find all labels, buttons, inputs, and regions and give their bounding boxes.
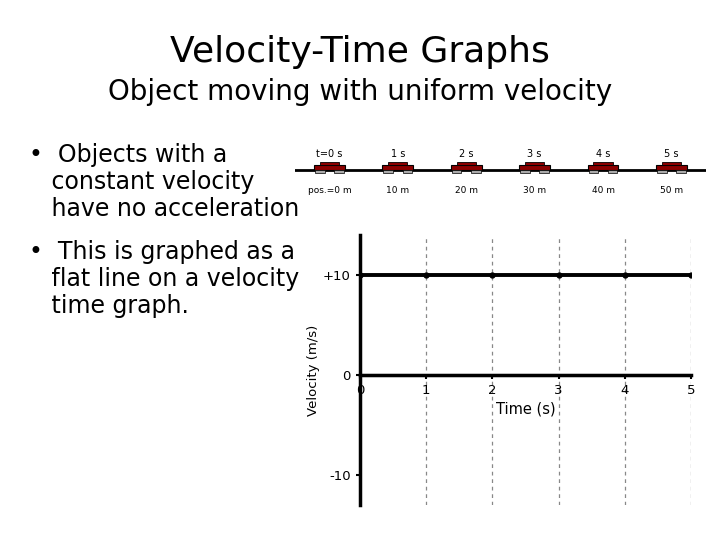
Bar — [608, 170, 617, 173]
Text: 1 s: 1 s — [391, 148, 405, 159]
Bar — [402, 170, 412, 173]
Text: 2 s: 2 s — [459, 148, 474, 159]
Bar — [334, 170, 343, 173]
Text: 4 s: 4 s — [596, 148, 610, 159]
Bar — [314, 165, 345, 170]
Bar — [593, 162, 613, 165]
Text: t=0 s: t=0 s — [316, 148, 343, 159]
Text: 3 s: 3 s — [528, 148, 541, 159]
Text: 50 m: 50 m — [660, 186, 683, 195]
Text: flat line on a velocity: flat line on a velocity — [29, 267, 299, 291]
Text: time graph.: time graph. — [29, 294, 189, 318]
Bar — [657, 170, 667, 173]
Bar — [388, 162, 408, 165]
Text: 5 s: 5 s — [664, 148, 679, 159]
Bar — [384, 170, 393, 173]
X-axis label: Time (s): Time (s) — [496, 401, 555, 416]
Bar — [521, 170, 530, 173]
Text: pos.=0 m: pos.=0 m — [307, 186, 351, 195]
Text: 10 m: 10 m — [386, 186, 410, 195]
Bar — [539, 170, 549, 173]
Bar — [320, 162, 339, 165]
Bar — [656, 165, 687, 170]
Bar — [662, 162, 681, 165]
Bar — [676, 170, 685, 173]
Text: 30 m: 30 m — [523, 186, 546, 195]
Bar — [456, 162, 476, 165]
Y-axis label: Velocity (m/s): Velocity (m/s) — [307, 325, 320, 415]
Bar — [471, 170, 480, 173]
Text: have no acceleration: have no acceleration — [29, 197, 299, 221]
Text: Velocity-Time Graphs: Velocity-Time Graphs — [170, 35, 550, 69]
Bar — [589, 170, 598, 173]
Bar — [382, 165, 413, 170]
Bar — [315, 170, 325, 173]
Bar — [525, 162, 544, 165]
Text: Object moving with uniform velocity: Object moving with uniform velocity — [108, 78, 612, 106]
Bar — [519, 165, 550, 170]
Text: •  This is graphed as a: • This is graphed as a — [29, 240, 294, 264]
Text: •  Objects with a: • Objects with a — [29, 143, 227, 167]
Bar — [452, 170, 462, 173]
Bar — [588, 165, 618, 170]
Bar — [451, 165, 482, 170]
Text: 20 m: 20 m — [455, 186, 477, 195]
Text: 40 m: 40 m — [592, 186, 614, 195]
Text: constant velocity: constant velocity — [29, 170, 254, 194]
